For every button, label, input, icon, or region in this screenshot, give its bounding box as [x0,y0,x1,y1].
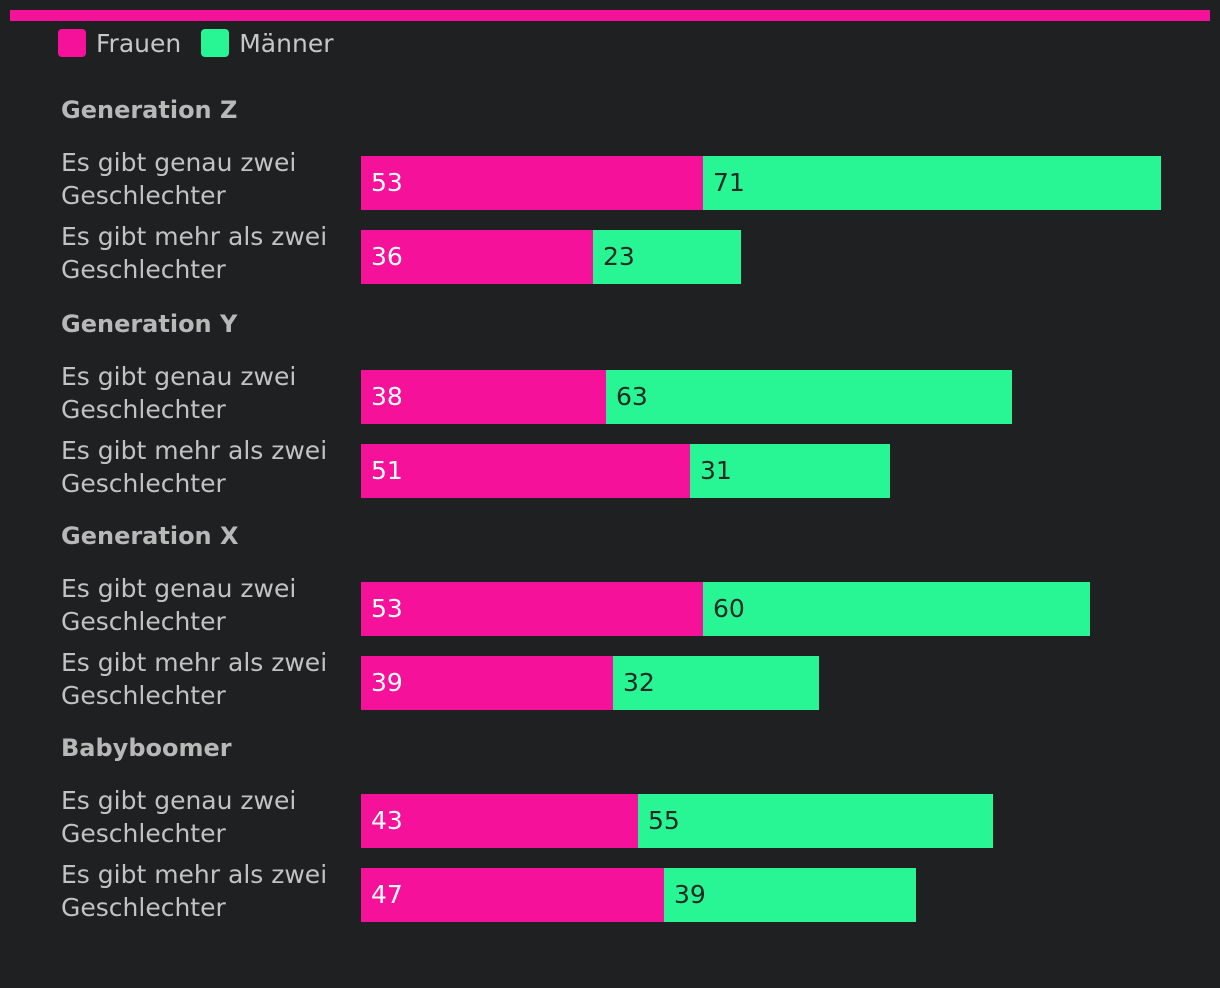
bar-segment-maenner: 39 [664,868,916,922]
group-title: Generation Y [61,310,238,338]
legend-label-maenner: Männer [239,28,334,58]
data-label: 39 [371,668,403,697]
data-label: 63 [616,382,648,411]
data-label: 71 [713,168,745,197]
bar-segment-maenner: 71 [703,156,1161,210]
bar-segment-maenner: 60 [703,582,1090,636]
bar-segment-maenner: 23 [593,230,741,284]
data-label: 31 [700,456,732,485]
data-label: 23 [603,242,635,271]
legend-item-maenner: Männer [201,29,333,58]
data-label: 53 [371,168,403,197]
data-label: 43 [371,806,403,835]
bar-segment-frauen: 53 [361,582,703,636]
legend-item-frauen: Frauen [58,29,181,58]
group-title: Babyboomer [61,734,232,762]
data-label: 36 [371,242,403,271]
legend-swatch-frauen [58,29,86,57]
bar-segment-frauen: 51 [361,444,690,498]
bar-segment-frauen: 43 [361,794,638,848]
row-label: Es gibt mehr als zwei Geschlechter [61,436,328,498]
row-label: Es gibt genau zwei Geschlechter [61,148,297,210]
data-label: 39 [674,880,706,909]
data-label: 47 [371,880,403,909]
row-label: Es gibt mehr als zwei Geschlechter [61,222,328,284]
legend-swatch-maenner [201,29,230,57]
legend: Frauen Männer [58,26,353,60]
row-label: Es gibt genau zwei Geschlechter [61,786,297,848]
data-label: 53 [371,594,403,623]
top-accent-bar [10,10,1210,21]
bar-segment-maenner: 63 [606,370,1012,424]
bar-segment-frauen: 39 [361,656,613,710]
bar-segment-maenner: 55 [638,794,993,848]
data-label: 32 [623,668,655,697]
bar-segment-maenner: 31 [690,444,890,498]
data-label: 38 [371,382,403,411]
group-title: Generation Z [61,96,238,124]
row-label: Es gibt genau zwei Geschlechter [61,574,297,636]
bar-segment-frauen: 53 [361,156,703,210]
legend-label-frauen: Frauen [96,28,182,58]
bar-segment-maenner: 32 [613,656,819,710]
data-label: 51 [371,456,403,485]
bar-segment-frauen: 36 [361,230,593,284]
data-label: 60 [713,594,745,623]
group-title: Generation X [61,522,239,550]
bar-segment-frauen: 47 [361,868,664,922]
row-label: Es gibt mehr als zwei Geschlechter [61,860,328,922]
bar-segment-frauen: 38 [361,370,606,424]
data-label: 55 [648,806,680,835]
row-label: Es gibt mehr als zwei Geschlechter [61,648,328,710]
row-label: Es gibt genau zwei Geschlechter [61,362,297,424]
